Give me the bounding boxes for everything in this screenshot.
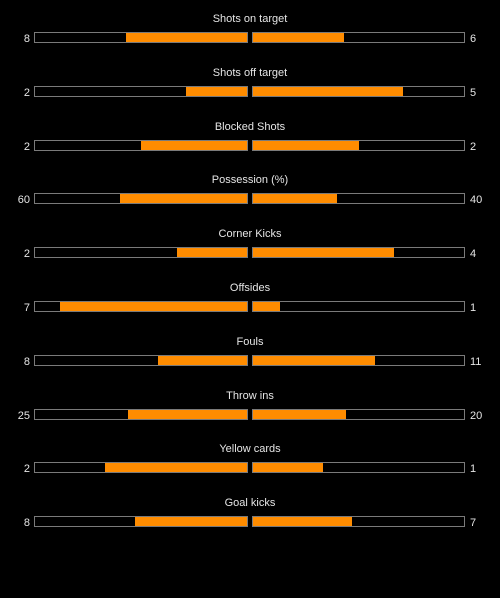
stat-label: Blocked Shots (214, 121, 286, 133)
away-bar-fill (253, 463, 323, 472)
stat-label: Fouls (236, 336, 264, 348)
away-bar (252, 140, 465, 151)
home-bar-fill (128, 410, 247, 419)
home-value: 2 (23, 248, 30, 260)
home-bar (34, 462, 248, 473)
away-value: 11 (470, 356, 482, 368)
away-bar (252, 193, 465, 204)
away-bar-fill (253, 517, 353, 526)
stat-label: Throw ins (226, 390, 274, 402)
home-bar (34, 301, 248, 312)
home-bar-fill (60, 302, 247, 311)
home-value: 8 (23, 517, 30, 529)
home-bar (34, 516, 248, 527)
away-value: 5 (470, 87, 477, 99)
stat-row: Shots on target 8 6 (0, 12, 500, 52)
home-bar (34, 140, 248, 151)
home-value: 8 (23, 33, 30, 45)
home-bar-fill (185, 87, 247, 96)
stat-label: Shots off target (212, 67, 288, 79)
away-value: 20 (470, 410, 483, 422)
away-bar-fill (253, 33, 344, 42)
home-value: 7 (23, 302, 30, 314)
home-bar-fill (134, 517, 247, 526)
away-bar (252, 301, 465, 312)
stat-row: Yellow cards 2 1 (0, 442, 500, 482)
away-bar (252, 86, 465, 97)
away-value: 1 (470, 463, 477, 475)
home-bar (34, 32, 248, 43)
home-bar-fill (119, 194, 247, 203)
stat-row: Corner Kicks 2 4 (0, 227, 500, 267)
home-bar (34, 193, 248, 204)
stat-label: Possession (%) (211, 174, 289, 186)
stat-row: Fouls 8 11 (0, 335, 500, 375)
home-bar (34, 247, 248, 258)
home-bar-fill (141, 141, 247, 150)
away-bar-fill (253, 194, 338, 203)
away-value: 4 (470, 248, 477, 260)
stat-row: Blocked Shots 2 2 (0, 120, 500, 160)
home-value: 2 (23, 87, 30, 99)
home-value: 60 (17, 194, 30, 206)
away-bar-fill (253, 410, 346, 419)
home-bar (34, 409, 248, 420)
stat-row: Goal kicks 8 7 (0, 496, 500, 536)
stat-label: Yellow cards (219, 443, 281, 455)
away-bar (252, 355, 465, 366)
stat-row: Throw ins 25 20 (0, 389, 500, 429)
stat-label: Offsides (229, 282, 271, 294)
away-value: 1 (470, 302, 477, 314)
away-value: 7 (470, 517, 477, 529)
away-bar (252, 462, 465, 473)
away-value: 6 (470, 33, 477, 45)
away-bar-fill (253, 248, 395, 257)
stat-label: Shots on target (212, 13, 288, 25)
away-bar (252, 247, 465, 258)
home-bar (34, 86, 248, 97)
home-value: 2 (23, 141, 30, 153)
away-bar (252, 516, 465, 527)
away-bar-fill (253, 356, 376, 365)
away-bar-fill (253, 141, 359, 150)
away-bar (252, 409, 465, 420)
away-value: 40 (470, 194, 483, 206)
home-value: 8 (23, 356, 30, 368)
away-bar-fill (253, 302, 281, 311)
home-bar-fill (177, 248, 247, 257)
away-value: 2 (470, 141, 477, 153)
home-bar-fill (126, 33, 247, 42)
away-bar (252, 32, 465, 43)
away-bar-fill (253, 87, 403, 96)
stat-row: Possession (%) 60 40 (0, 173, 500, 213)
stat-row: Offsides 7 1 (0, 281, 500, 321)
home-value: 25 (17, 410, 30, 422)
home-bar-fill (157, 356, 247, 365)
stat-label: Corner Kicks (218, 228, 282, 240)
home-value: 2 (23, 463, 30, 475)
stat-row: Shots off target 2 5 (0, 66, 500, 106)
home-bar-fill (104, 463, 247, 472)
stat-label: Goal kicks (224, 497, 276, 509)
home-bar (34, 355, 248, 366)
